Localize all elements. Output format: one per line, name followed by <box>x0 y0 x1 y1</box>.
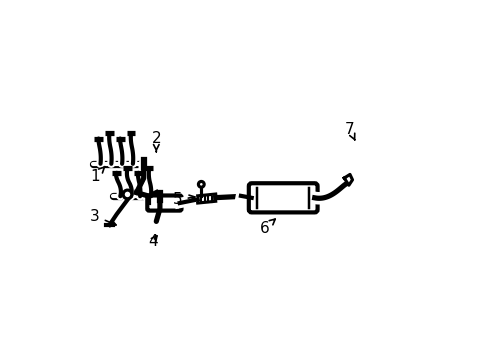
Polygon shape <box>344 175 352 185</box>
Text: 2: 2 <box>151 131 161 152</box>
Circle shape <box>123 190 132 199</box>
FancyBboxPatch shape <box>248 183 317 212</box>
Text: 3: 3 <box>90 208 116 225</box>
Text: 5: 5 <box>173 192 195 207</box>
Text: 1: 1 <box>90 167 104 184</box>
Circle shape <box>198 181 204 187</box>
Text: 7: 7 <box>345 122 354 140</box>
Text: 4: 4 <box>147 234 157 249</box>
Text: 6: 6 <box>259 219 275 236</box>
FancyBboxPatch shape <box>147 195 181 211</box>
